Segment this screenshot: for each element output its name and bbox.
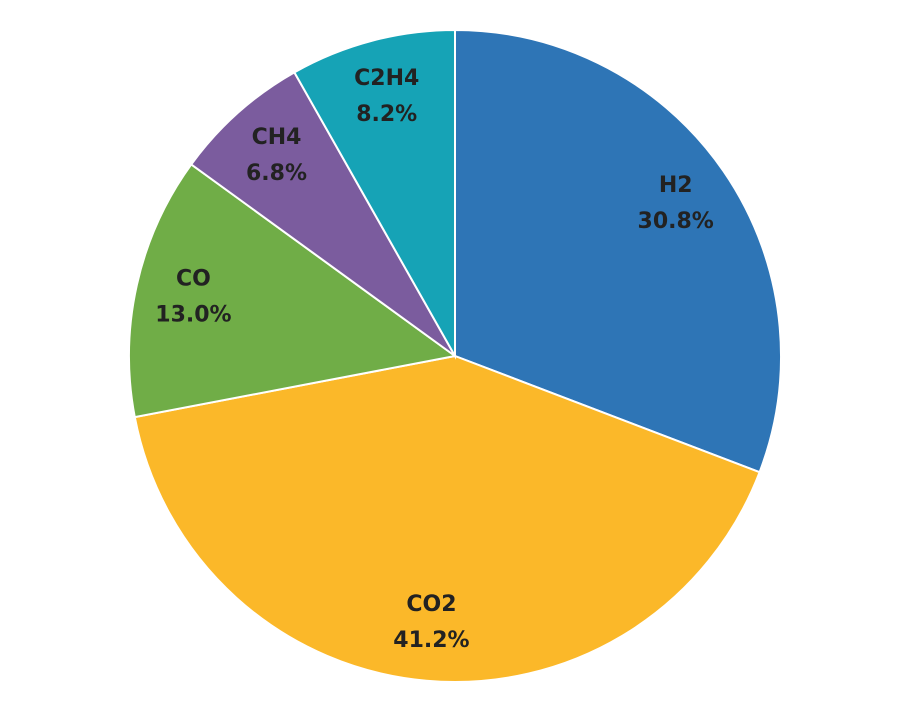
slice-category: H2 [659,173,693,198]
slice-value-label: 8.2% [356,102,417,127]
slice-value-label: 30.8% [638,209,714,234]
pie-slice [293,28,456,360]
slice-value-label: 13.0% [155,303,231,328]
pie-slice [128,162,458,419]
slice-category: C2H4 [354,66,419,91]
slice-category: CO2 [406,592,456,617]
slice-value-label: 41.2% [393,628,469,653]
pie-slice [189,70,456,357]
pie-slice [133,354,761,683]
slice-category: CH4 [252,125,302,150]
slice-category: CO [176,267,211,292]
pie-slice [454,28,782,474]
slice-value-label: 6.8% [246,161,307,186]
